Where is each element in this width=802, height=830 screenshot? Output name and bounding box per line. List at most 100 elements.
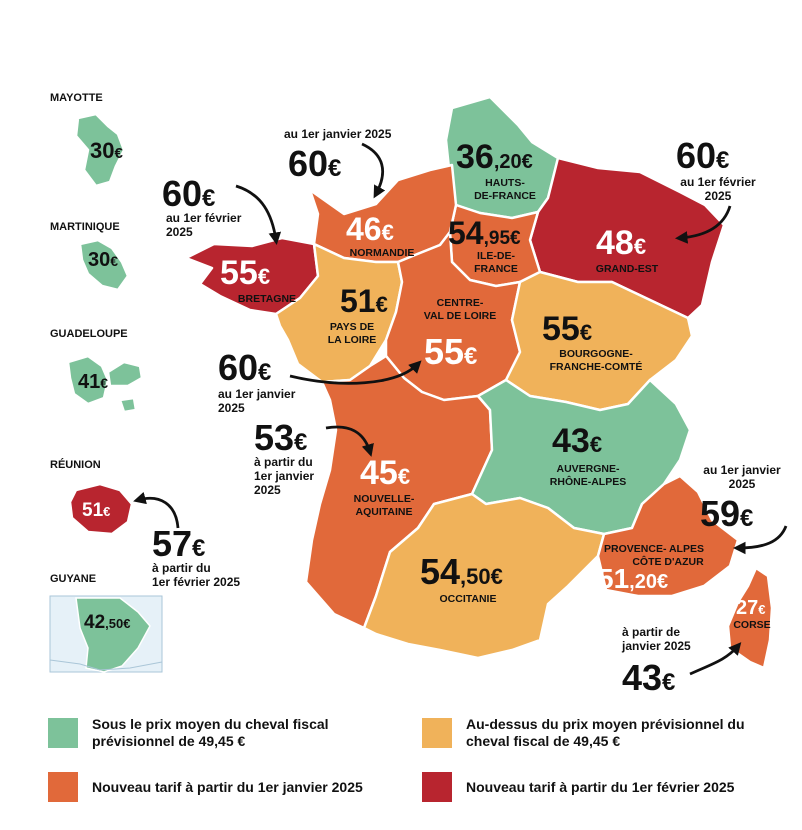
callout-centre-price: 60	[218, 347, 258, 388]
legend-item-below: Sous le prix moyen du cheval fiscal prév…	[48, 716, 392, 750]
callout-corse-note: à partir de	[622, 625, 680, 639]
nouvelle-aquitaine-price-suffix: €	[398, 464, 410, 489]
legend-item-jan: Nouveau tarif à partir du 1er janvier 20…	[48, 772, 412, 802]
label-auvergne-rhone-alpes: 43€ AUVERGNE- RHÔNE-ALPES	[550, 422, 626, 488]
corse-price-suffix: €	[758, 602, 765, 617]
callout-reunion-note-2: 1er février 2025	[152, 575, 240, 589]
reunion-price-suffix: €	[103, 504, 110, 519]
callout-paca-note: au 1er janvier	[703, 463, 781, 477]
svg-text:54,95€: 54,95€	[448, 215, 521, 251]
martinique-shape[interactable]	[78, 238, 130, 292]
svg-text:46€: 46€	[346, 211, 394, 247]
callout-grand-est-note-2: 2025	[705, 189, 732, 203]
overseas-martinique: MARTINIQUE 30€	[50, 221, 130, 292]
label-paca: PROVENCE- ALPES CÔTE D'AZUR 51,20€	[598, 543, 704, 594]
guadeloupe-label: GUADELOUPE	[50, 328, 128, 340]
callout-paca-price: 59	[700, 493, 740, 534]
region-paca[interactable]	[596, 474, 740, 598]
hauts-de-france-name-2: DE-FRANCE	[474, 190, 536, 202]
callout-paca: au 1er janvier 2025 59€	[700, 463, 788, 555]
callout-reunion-arrow	[133, 491, 180, 529]
centre-price-suffix: €	[464, 343, 477, 370]
callout-paca-arrow	[732, 525, 788, 555]
label-normandie: 46€ NORMANDIE	[346, 211, 414, 259]
callout-centre: 60€ au 1er janvier 2025	[218, 347, 422, 415]
svg-text:27€: 27€	[736, 597, 765, 619]
callout-bretagne-price: 60	[162, 173, 202, 214]
normandie-name: NORMANDIE	[350, 247, 415, 259]
overseas-mayotte: MAYOTTE 30€	[50, 92, 126, 188]
paca-price: 51	[598, 563, 629, 594]
guyane-shape[interactable]	[75, 597, 151, 673]
callout-bretagne-note-2: 2025	[166, 225, 193, 239]
hauts-de-france-price-suffix: ,20€	[494, 151, 533, 173]
svg-text:51€: 51€	[340, 283, 388, 319]
overseas-guadeloupe: GUADELOUPE 41€	[50, 328, 144, 414]
svg-text:60€: 60€	[288, 143, 341, 184]
label-occitanie: 54,50€ OCCITANIE	[420, 551, 503, 605]
paca-name: PROVENCE- ALPES	[604, 543, 704, 555]
mayotte-shape[interactable]	[74, 112, 126, 188]
callout-nouvelle-aquitaine-price-suffix: €	[294, 429, 307, 456]
label-grand-est: 48€ GRAND-EST	[596, 224, 659, 275]
pays-de-la-loire-name: PAYS DE	[330, 321, 374, 333]
svg-text:55€: 55€	[220, 254, 270, 292]
overseas-guyane: GUYANE 42,50€	[49, 573, 163, 673]
occitanie-price-suffix: ,50€	[460, 564, 503, 589]
bourgogne-price: 55	[542, 310, 580, 348]
region-occitanie[interactable]	[362, 492, 606, 660]
bretagne-price: 55	[220, 254, 258, 292]
callout-reunion-price: 57	[152, 523, 192, 564]
martinique-price-suffix: €	[110, 253, 118, 269]
callout-grand-est-price: 60	[676, 135, 716, 176]
callout-nouvelle-aquitaine-arrow	[325, 425, 374, 457]
label-hauts-de-france: 36,20€ HAUTS- DE-FRANCE	[456, 138, 536, 202]
pays-de-la-loire-name-2: LA LOIRE	[328, 334, 377, 346]
callout-nouvelle-aquitaine-note-3: 2025	[254, 483, 281, 497]
callout-corse: à partir de janvier 2025 43€	[621, 625, 742, 698]
callout-paca-price-suffix: €	[740, 505, 753, 532]
paca-price-suffix: ,20€	[629, 571, 668, 593]
legend-text-above: Au-dessus du prix moyen prévisionnel du …	[466, 716, 745, 749]
callout-grand-est-price-suffix: €	[716, 147, 729, 174]
grand-est-price: 48	[596, 224, 634, 262]
corse-price: 27	[736, 597, 758, 619]
callout-nouvelle-aquitaine: 53€ à partir du 1er janvier 2025	[254, 417, 374, 497]
svg-text:43€: 43€	[552, 422, 602, 460]
guyane-price: 42	[84, 612, 105, 633]
callout-bretagne-note: au 1er février	[166, 211, 242, 225]
mayotte-price: 30	[90, 138, 114, 163]
svg-text:54,50€: 54,50€	[420, 551, 503, 592]
legend-text-below: Sous le prix moyen du cheval fiscal prév…	[92, 716, 329, 749]
guadeloupe-east-shape[interactable]	[106, 360, 144, 388]
callout-normandie-price-suffix: €	[328, 155, 341, 182]
label-bretagne: 55€ BRETAGNE	[220, 254, 296, 305]
svg-text:51,20€: 51,20€	[598, 563, 668, 594]
guadeloupe-shape[interactable]	[66, 354, 110, 406]
legend-swatch-orange	[48, 772, 78, 802]
svg-text:36,20€: 36,20€	[456, 138, 533, 176]
label-corse: 27€ CORSE	[733, 597, 770, 631]
label-ile-de-france: 54,95€ ILE-DE- FRANCE	[448, 215, 521, 275]
callout-reunion: 57€ à partir du 1er février 2025	[133, 491, 240, 589]
callout-grand-est-note: au 1er février	[680, 175, 756, 189]
bourgogne-price-suffix: €	[580, 320, 592, 345]
callout-reunion-price-suffix: €	[192, 535, 205, 562]
grand-est-name: GRAND-EST	[596, 263, 659, 275]
callout-bretagne: 60€ au 1er février 2025	[162, 173, 282, 245]
guadeloupe-islet-shape	[118, 396, 138, 414]
label-nouvelle-aquitaine: 45€ NOUVELLE- AQUITAINE	[354, 454, 415, 518]
label-centre-val-de-loire: CENTRE- VAL DE LOIRE 55€	[424, 297, 497, 372]
bretagne-price-suffix: €	[258, 264, 270, 289]
guyane-coast-line	[49, 659, 163, 671]
reunion-shape[interactable]	[68, 482, 134, 536]
callout-reunion-note: à partir du	[152, 561, 211, 575]
nouvelle-aquitaine-name: NOUVELLE-	[354, 493, 415, 505]
legend-swatch-red	[422, 772, 452, 802]
svg-text:60€: 60€	[162, 173, 215, 214]
callout-normandie: au 1er janvier 2025 60€	[284, 127, 392, 199]
callout-nouvelle-aquitaine-note-2: 1er janvier	[254, 469, 314, 483]
callout-corse-price: 43	[622, 657, 662, 698]
reunion-label: RÉUNION	[50, 458, 101, 471]
svg-text:30€: 30€	[90, 138, 123, 163]
